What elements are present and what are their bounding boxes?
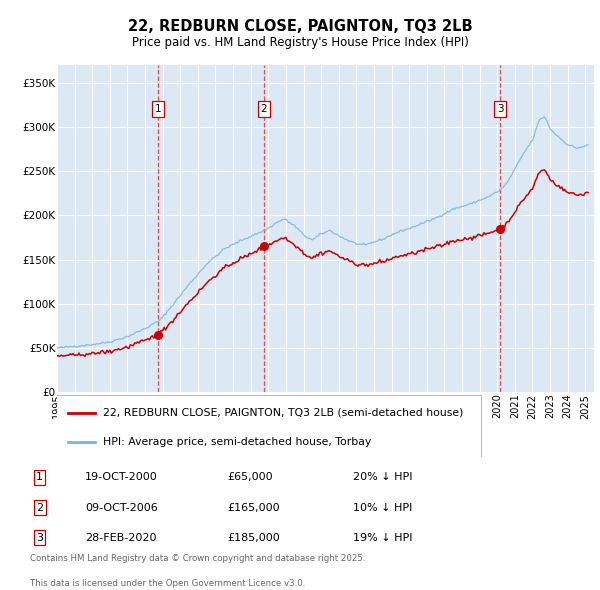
Text: 3: 3 xyxy=(36,533,43,543)
Text: £165,000: £165,000 xyxy=(227,503,280,513)
Text: 2: 2 xyxy=(36,503,43,513)
Text: 22, REDBURN CLOSE, PAIGNTON, TQ3 2LB: 22, REDBURN CLOSE, PAIGNTON, TQ3 2LB xyxy=(128,19,472,34)
Text: Contains HM Land Registry data © Crown copyright and database right 2025.: Contains HM Land Registry data © Crown c… xyxy=(29,555,365,563)
Text: HPI: Average price, semi-detached house, Torbay: HPI: Average price, semi-detached house,… xyxy=(103,437,371,447)
Text: Price paid vs. HM Land Registry's House Price Index (HPI): Price paid vs. HM Land Registry's House … xyxy=(131,36,469,49)
Text: 09-OCT-2006: 09-OCT-2006 xyxy=(85,503,158,513)
Text: 20% ↓ HPI: 20% ↓ HPI xyxy=(353,473,412,483)
Text: 28-FEB-2020: 28-FEB-2020 xyxy=(85,533,157,543)
Text: 2: 2 xyxy=(260,104,267,114)
Text: £185,000: £185,000 xyxy=(227,533,280,543)
Text: 22, REDBURN CLOSE, PAIGNTON, TQ3 2LB (semi-detached house): 22, REDBURN CLOSE, PAIGNTON, TQ3 2LB (se… xyxy=(103,408,463,418)
Text: £65,000: £65,000 xyxy=(227,473,273,483)
Text: 10% ↓ HPI: 10% ↓ HPI xyxy=(353,503,412,513)
Text: 1: 1 xyxy=(36,473,43,483)
Text: 1: 1 xyxy=(155,104,161,114)
Text: This data is licensed under the Open Government Licence v3.0.: This data is licensed under the Open Gov… xyxy=(29,579,305,588)
Text: 19% ↓ HPI: 19% ↓ HPI xyxy=(353,533,412,543)
Text: 19-OCT-2000: 19-OCT-2000 xyxy=(85,473,158,483)
FancyBboxPatch shape xyxy=(52,395,481,458)
Text: 3: 3 xyxy=(497,104,503,114)
